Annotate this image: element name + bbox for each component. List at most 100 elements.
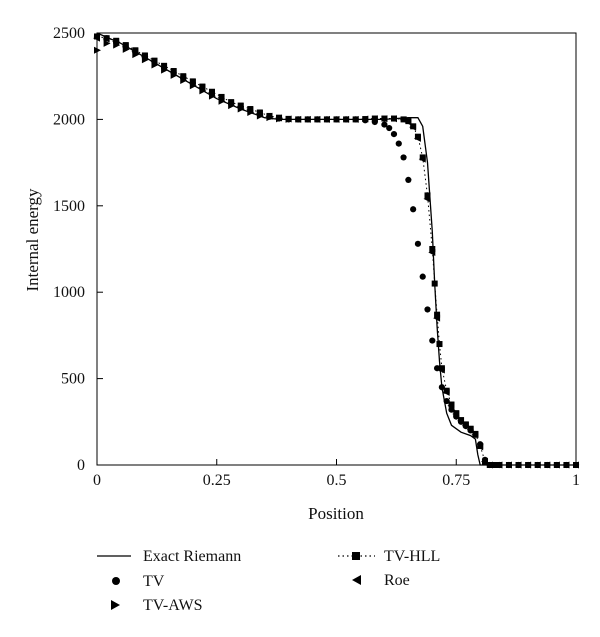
data-point-roe	[188, 78, 196, 86]
data-point-tv-hll	[424, 192, 431, 199]
data-point-tv	[381, 121, 388, 128]
legend: Exact Riemann TV TV-AWS TV-HLL Roe	[97, 548, 440, 614]
data-point-tv	[390, 130, 398, 138]
series-layer	[93, 32, 580, 469]
data-point-roe	[303, 115, 311, 123]
data-point-roe	[461, 421, 469, 429]
data-point-roe	[533, 461, 541, 469]
data-point-roe	[480, 458, 488, 466]
data-point-roe	[418, 155, 426, 163]
data-point-roe	[93, 34, 100, 42]
data-point-tv	[429, 337, 436, 344]
data-point-roe	[332, 115, 340, 123]
data-point-roe	[562, 461, 570, 469]
data-point-roe	[131, 47, 139, 55]
data-point-roe	[389, 115, 397, 123]
y-axis-ticks: 0 500 1000 1500 2000 2500	[53, 25, 103, 474]
data-point-roe	[112, 38, 120, 46]
legend-label-exact-riemann: Exact Riemann	[143, 548, 241, 565]
data-point-roe	[342, 115, 350, 123]
data-point-roe	[428, 248, 436, 256]
data-point-roe	[227, 99, 235, 107]
data-point-roe	[457, 417, 465, 425]
y-tick-label: 2000	[53, 111, 85, 128]
data-point-tv	[414, 240, 422, 247]
data-point-roe	[413, 134, 421, 142]
y-tick-label: 1500	[53, 198, 85, 215]
data-point-tv-hll	[431, 280, 438, 287]
data-point-roe	[514, 461, 522, 469]
data-point-roe	[466, 426, 474, 434]
data-point-tv	[395, 140, 402, 147]
data-point-roe	[485, 461, 493, 469]
data-point-roe	[442, 388, 450, 396]
data-point-roe	[246, 106, 254, 114]
data-point-roe	[294, 115, 302, 123]
data-point-roe	[471, 431, 479, 439]
data-point-roe	[552, 461, 560, 469]
y-axis-label: Internal energy	[23, 188, 42, 292]
data-point-tv	[424, 306, 431, 313]
y-tick-label: 500	[61, 371, 85, 388]
y-tick-label: 1000	[53, 284, 85, 301]
data-point-tv-aws	[94, 46, 101, 54]
x-tick-label: 0.25	[203, 472, 231, 489]
data-point-roe	[409, 123, 417, 131]
data-point-roe	[121, 42, 129, 50]
data-point-tv-hll	[436, 341, 443, 348]
data-point-tv	[438, 384, 445, 391]
legend-swatch-tv	[112, 577, 120, 585]
data-point-roe	[169, 68, 177, 76]
data-point-roe	[313, 115, 321, 123]
data-point-roe	[476, 443, 484, 451]
legend-label-tv-hll: TV-HLL	[384, 548, 440, 565]
legend-label-roe: Roe	[384, 572, 410, 589]
data-point-tv	[386, 124, 393, 132]
data-point-roe	[140, 52, 148, 60]
series-exact-riemann	[96, 32, 576, 466]
legend-item-tv: TV	[112, 573, 165, 590]
legend-item-tv-hll: TV-HLL	[338, 548, 440, 565]
data-point-roe	[150, 58, 158, 66]
series-line-exact-riemann	[96, 32, 576, 466]
legend-swatch-tv-hll-marker	[352, 552, 360, 560]
data-point-roe	[370, 115, 378, 123]
data-point-roe	[361, 115, 369, 123]
x-tick-label: 1	[572, 472, 580, 489]
data-point-tv	[405, 176, 412, 183]
data-point-roe	[284, 115, 292, 123]
data-point-roe	[423, 195, 431, 203]
x-tick-label: 0	[93, 472, 101, 489]
data-point-roe	[495, 461, 503, 469]
legend-item-exact-riemann: Exact Riemann	[97, 548, 241, 565]
data-point-roe	[275, 114, 283, 122]
data-point-roe	[433, 314, 441, 322]
data-point-tv-hll	[429, 246, 436, 252]
data-point-roe	[265, 112, 273, 120]
data-point-roe	[504, 461, 512, 469]
data-point-roe	[399, 116, 407, 124]
data-point-roe	[322, 115, 330, 123]
plot-frame	[96, 32, 577, 466]
legend-label-tv: TV	[143, 573, 165, 590]
data-point-roe	[380, 115, 388, 123]
legend-item-tv-aws: TV-AWS	[111, 597, 202, 614]
series-line-tv-hll	[96, 36, 576, 466]
y-tick-label: 0	[77, 457, 85, 474]
series-tv-hll	[94, 33, 579, 468]
data-point-roe	[217, 94, 225, 102]
data-point-roe	[102, 35, 110, 43]
data-point-tv-aws	[103, 39, 111, 47]
legend-swatch-roe	[352, 575, 361, 585]
data-point-roe	[351, 115, 359, 123]
data-point-roe	[236, 102, 244, 110]
data-point-roe	[447, 401, 455, 409]
data-point-tv	[419, 273, 426, 280]
data-point-roe	[198, 83, 206, 91]
data-point-tv-hll	[434, 311, 441, 318]
legend-label-tv-aws: TV-AWS	[143, 597, 202, 614]
x-axis-ticks: 0 0.25 0.5 0.75 1	[93, 459, 580, 489]
x-tick-label: 0.5	[327, 472, 347, 489]
data-point-roe	[452, 410, 460, 418]
legend-item-roe: Roe	[352, 572, 410, 589]
